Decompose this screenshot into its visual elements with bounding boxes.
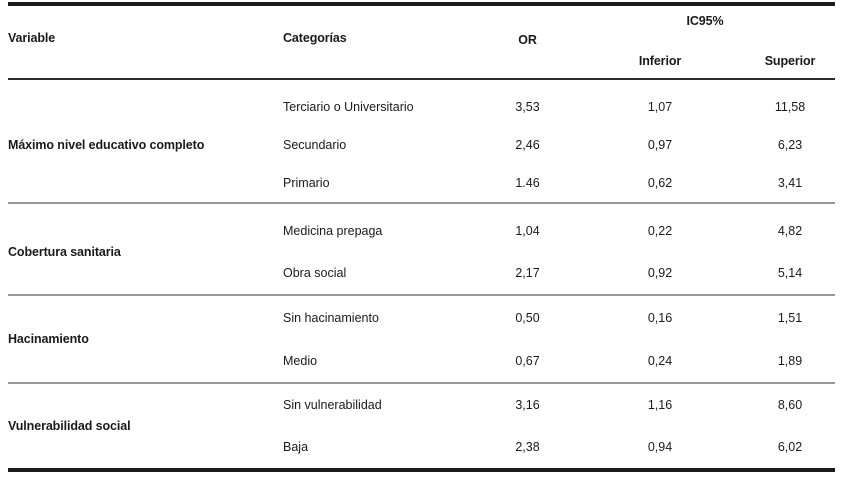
ci-inferior-cell: 0,22 (647, 224, 673, 238)
ic95-subheaders: Inferior Superior (575, 54, 835, 68)
category-cell: Secundario (283, 138, 347, 152)
table-section: Máximo nivel educativo completo Terciario… (8, 80, 835, 202)
ci-inferior-cell: 0,92 (647, 266, 673, 280)
top-double-rule (8, 2, 835, 6)
variable-label: Máximo nivel educativo completo (8, 138, 205, 152)
table-section: Vulnerabilidad social Sin vulnerabilidad 3… (8, 384, 835, 468)
ci-superior-cell: 8,60 (777, 398, 803, 412)
ci-inferior-cell: 0,16 (647, 310, 673, 325)
header-rule (8, 78, 835, 80)
table-section: Cobertura sanitaria Medicina prepaga 1,04 0… (8, 204, 835, 294)
ci-superior-cell: 11,58 (774, 100, 806, 114)
or-value-cell: 3,53 (515, 100, 540, 114)
or-value-cell: 2,46 (515, 138, 540, 152)
variable-label: Cobertura sanitaria (8, 245, 121, 259)
ci-superior-cell: 1,89 (777, 353, 803, 368)
or-value-cell: 2,17 (515, 266, 540, 280)
section-separator-rule (8, 294, 835, 296)
table-body: Máximo nivel educativo completo Terciario… (8, 80, 835, 468)
section-separator-rule (8, 382, 835, 384)
variable-label: Hacinamiento (8, 332, 89, 346)
category-cell: Medio (283, 353, 318, 368)
ci-inferior-cell: 0,24 (647, 353, 673, 368)
column-header-or: OR (518, 33, 537, 47)
or-value-cell: 2,38 (515, 440, 540, 454)
category-cell: Terciario o Universitario (283, 100, 414, 114)
column-header-categorias: Categorías (283, 31, 347, 45)
ci-inferior-cell: 1,16 (647, 398, 673, 412)
variable-label: Vulnerabilidad social (8, 419, 131, 433)
category-cell: Primario (283, 176, 330, 190)
column-header-inferior: Inferior (638, 54, 682, 68)
ci-inferior-cell: 1,07 (647, 100, 673, 114)
ci-inferior-cell: 0,94 (647, 440, 673, 454)
category-cell: Sin vulnerabilidad (283, 398, 382, 412)
section-separator-rule (8, 202, 835, 204)
table-section: Hacinamiento Sin hacinamiento 0,50 0,16 1,51… (8, 296, 835, 382)
ci-inferior-cell: 0,62 (647, 176, 673, 190)
results-table: Variable Categorías OR IC95% Inferior Su… (8, 2, 835, 472)
bottom-double-rule (8, 468, 835, 472)
category-cell: Baja (283, 440, 309, 454)
column-header-ic95: IC95% (686, 14, 724, 28)
ci-superior-cell: 6,23 (777, 138, 803, 152)
category-cell: Medicina prepaga (283, 224, 383, 238)
or-value-cell: 0,50 (515, 310, 540, 325)
or-value-cell: 1,04 (515, 224, 540, 238)
ci-superior-cell: 5,14 (777, 266, 803, 280)
column-header-superior: Superior (764, 54, 816, 68)
ci-inferior-cell: 0,97 (647, 138, 673, 152)
category-cell: Obra social (283, 266, 347, 280)
category-cell: Sin hacinamiento (283, 310, 379, 325)
column-group-ic95: IC95% Inferior Superior (575, 6, 835, 78)
table-header: Variable Categorías OR IC95% Inferior Su… (8, 6, 835, 78)
column-header-variable: Variable (8, 31, 56, 45)
or-value-cell: 0,67 (515, 353, 540, 368)
or-value-cell: 1.46 (515, 176, 540, 190)
or-value-cell: 3,16 (515, 398, 540, 412)
ci-superior-cell: 1,51 (777, 310, 803, 325)
ci-superior-cell: 4,82 (777, 224, 803, 238)
ci-superior-cell: 6,02 (777, 440, 803, 454)
ci-superior-cell: 3,41 (777, 176, 803, 190)
